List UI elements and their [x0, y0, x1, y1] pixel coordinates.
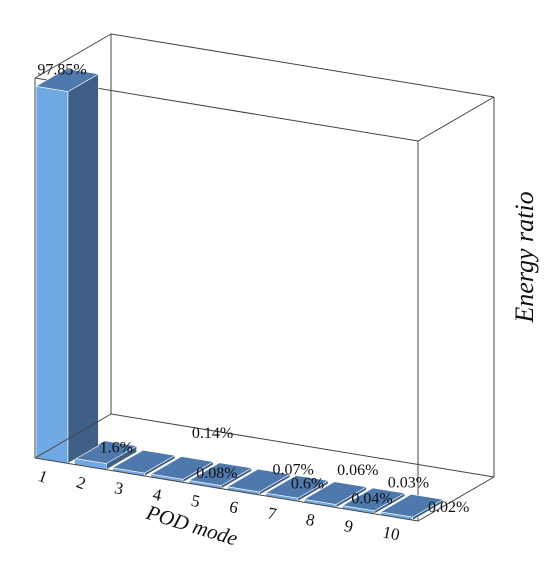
data-label: 0.06% [337, 462, 378, 479]
x-tick-label: 7 [266, 503, 279, 523]
data-label: 0.04% [351, 490, 392, 507]
back-top-edge [110, 33, 495, 98]
data-label: 1.6% [100, 439, 133, 456]
bar [188, 462, 253, 490]
data-label: 0.14% [192, 425, 233, 442]
bar-top-face [303, 481, 368, 505]
bar-front-face [35, 85, 69, 464]
bar [35, 68, 100, 464]
bar-top-face [379, 493, 444, 518]
x-tick-label: 1 [36, 466, 50, 487]
bar [150, 456, 215, 483]
x-tick-label: 6 [228, 497, 240, 517]
bar-top-face [341, 487, 406, 512]
bar-top-face [264, 475, 330, 499]
bar [226, 468, 291, 496]
y-axis-title: Energy ratio [510, 191, 539, 323]
data-label: 0.02% [428, 499, 469, 516]
bar [264, 475, 330, 502]
data-labels: 97.85%1.6%0.14%0.08% 0.07%0.6%0.06%0.04%0… [37, 61, 469, 516]
data-label: 97.85% [37, 61, 86, 78]
data-label: 0.07% [273, 461, 314, 478]
bar-top-face [150, 456, 215, 480]
back-floor-edge [110, 413, 495, 478]
top-right-depth-edge [417, 96, 495, 142]
floor-right-depth-edge [417, 476, 495, 522]
bar-side-face [67, 73, 99, 464]
bar [111, 449, 176, 477]
data-label: 0.03% [388, 475, 429, 492]
top-left-depth-edge [34, 33, 112, 79]
bar [73, 440, 138, 471]
x-tick-label: 5 [189, 491, 201, 511]
front-top-edge [34, 77, 419, 142]
floor-left-depth-edge [34, 413, 112, 459]
x-tick-label: 2 [74, 473, 88, 494]
bar [341, 487, 406, 515]
bar-top-face [35, 68, 100, 92]
x-tick-label: 3 [113, 478, 125, 498]
x-tick-label: 10 [381, 522, 402, 544]
x-tick-label: 9 [343, 516, 355, 536]
data-label: 0.08% [196, 465, 237, 482]
front-floor-edge [34, 457, 419, 522]
axis-frame-front [34, 413, 419, 522]
axis-frame-back [34, 33, 495, 522]
bar-top-face [188, 462, 253, 486]
x-tick-label: 8 [304, 510, 316, 530]
bar-top-face [226, 468, 291, 493]
bars [35, 68, 444, 521]
bar-top-face [111, 449, 176, 474]
data-label: 0.6% [291, 476, 324, 493]
